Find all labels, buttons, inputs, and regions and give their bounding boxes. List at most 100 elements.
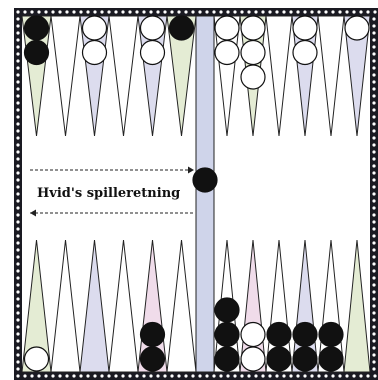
frame-dot <box>16 318 20 322</box>
frame-dot <box>240 374 244 378</box>
frame-dot <box>372 192 376 196</box>
frame-dot <box>23 10 27 14</box>
frame-dot <box>16 136 20 140</box>
frame-dot <box>372 52 376 56</box>
frame-dot <box>372 31 376 35</box>
frame-dot <box>114 374 118 378</box>
frame-dot <box>372 59 376 63</box>
frame-dot <box>372 339 376 343</box>
frame-dot <box>142 374 146 378</box>
frame-dot <box>240 10 244 14</box>
point-bottom-left-4 <box>108 239 139 373</box>
frame-dot <box>16 339 20 343</box>
frame-dot <box>310 374 314 378</box>
frame-dot <box>156 374 160 378</box>
frame-dot <box>289 10 293 14</box>
direction-arrowhead-bottom <box>30 209 36 217</box>
frame-dot <box>198 374 202 378</box>
white-checker <box>214 15 240 41</box>
frame-dot <box>16 199 20 203</box>
frame-dot <box>372 276 376 280</box>
frame-dot <box>100 374 104 378</box>
frame-dot <box>16 24 20 28</box>
frame-dot <box>16 129 20 133</box>
frame-dot <box>128 374 132 378</box>
frame-dot <box>30 10 34 14</box>
frame-dot <box>114 10 118 14</box>
frame-dot <box>16 73 20 77</box>
white-checker <box>292 39 318 66</box>
frame-dot <box>372 234 376 238</box>
black-checker <box>214 346 240 372</box>
frame-dot <box>93 374 97 378</box>
frame-dot <box>205 10 209 14</box>
frame-dot <box>37 374 41 378</box>
black-checker <box>318 346 344 372</box>
frame-dot <box>372 157 376 161</box>
frame-dot <box>372 290 376 294</box>
frame-dot <box>51 10 55 14</box>
frame-dot <box>100 10 104 14</box>
frame-dot <box>16 332 20 336</box>
frame-dot <box>177 374 181 378</box>
frame-dot <box>352 10 356 14</box>
frame-dot <box>16 297 20 301</box>
frame-dot <box>58 10 62 14</box>
frame-dot <box>338 374 342 378</box>
frame-dot <box>366 10 370 14</box>
frame-dot <box>282 10 286 14</box>
white-checker <box>240 39 266 66</box>
point-top-right-5 <box>317 15 345 137</box>
frame-dot <box>372 129 376 133</box>
frame-dot <box>366 374 370 378</box>
frame-dot <box>156 10 160 14</box>
frame-dot <box>16 101 20 105</box>
frame-dot <box>372 255 376 259</box>
frame-dot <box>16 122 20 126</box>
frame-dot <box>58 374 62 378</box>
frame-dot <box>261 10 265 14</box>
frame-dot <box>16 269 20 273</box>
frame-dot <box>16 10 20 14</box>
frame-dot <box>16 157 20 161</box>
frame-dot <box>16 52 20 56</box>
frame-dot <box>296 10 300 14</box>
frame-dot <box>135 10 139 14</box>
frame-dot <box>16 17 20 21</box>
point-bottom-left-6 <box>166 239 197 373</box>
frame-dot <box>372 304 376 308</box>
frame-dot <box>16 171 20 175</box>
frame-dot <box>372 297 376 301</box>
white-checker <box>214 39 240 66</box>
frame-dot <box>372 164 376 168</box>
frame-dot <box>254 374 258 378</box>
frame-dot <box>372 171 376 175</box>
frame-dot <box>16 143 20 147</box>
frame-dot <box>373 10 377 14</box>
white-checker <box>344 15 370 41</box>
frame-dot <box>212 10 216 14</box>
frame-dot <box>372 227 376 231</box>
frame-dot <box>324 10 328 14</box>
frame-dot <box>372 367 376 371</box>
white-checker <box>81 15 108 41</box>
frame-dot <box>135 374 139 378</box>
frame-dot <box>16 38 20 42</box>
white-checker <box>139 39 166 66</box>
white-checker <box>81 39 108 66</box>
frame-dot <box>79 10 83 14</box>
frame-dot <box>177 10 181 14</box>
frame-dot <box>372 38 376 42</box>
frame-dot <box>16 185 20 189</box>
frame-dot <box>372 66 376 70</box>
frame-dot <box>247 10 251 14</box>
frame-dot <box>149 10 153 14</box>
frame-dot <box>16 164 20 168</box>
frame-dot <box>372 332 376 336</box>
frame-dot <box>16 304 20 308</box>
frame-dot <box>303 10 307 14</box>
frame-dot <box>219 374 223 378</box>
frame-dot <box>128 10 132 14</box>
frame-dot <box>16 87 20 91</box>
